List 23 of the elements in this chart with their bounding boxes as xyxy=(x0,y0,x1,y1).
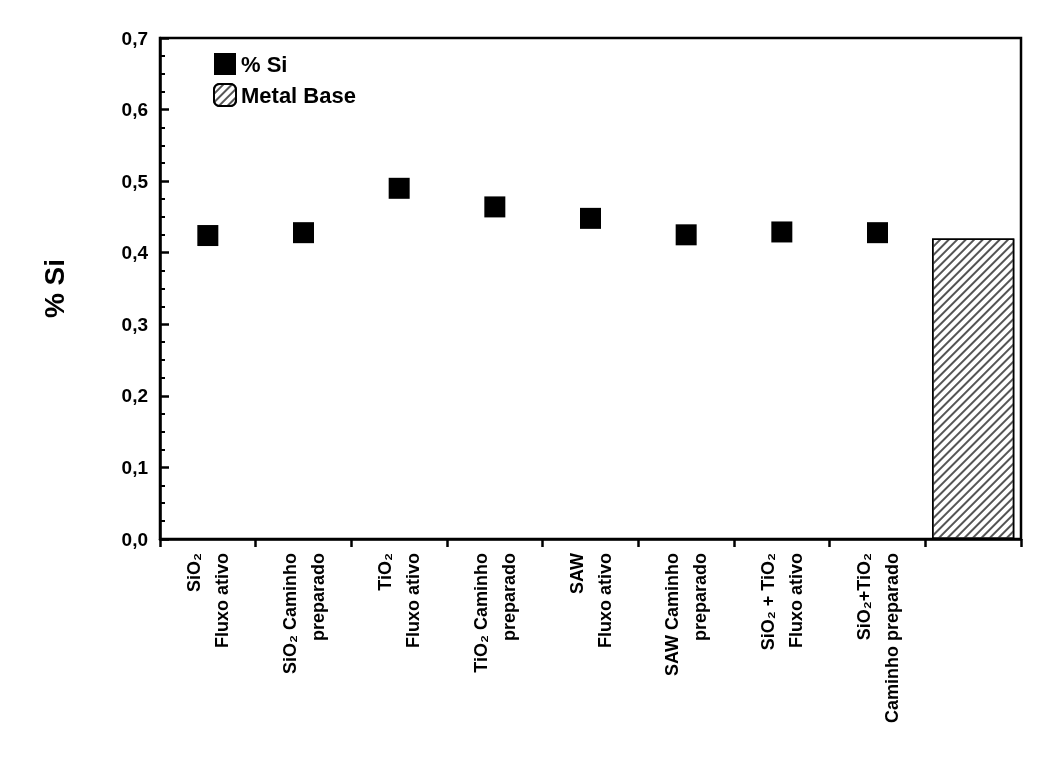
y-tick-label: 0,7 xyxy=(121,27,148,49)
point xyxy=(197,225,219,247)
legend-label: % Si xyxy=(241,51,288,77)
point xyxy=(388,177,410,199)
y-axis-title: % Si xyxy=(38,258,70,319)
y-tick-label: 0,6 xyxy=(121,99,148,121)
y-tick-label: 0,0 xyxy=(121,528,148,550)
y-tick-label: 0,2 xyxy=(121,385,148,407)
legend-label: Metal Base xyxy=(241,82,356,108)
point xyxy=(771,221,793,243)
y-tick-label: 0,4 xyxy=(121,242,149,264)
point xyxy=(580,207,601,229)
point xyxy=(867,222,888,244)
y-tick-label: 0,3 xyxy=(121,313,148,335)
point xyxy=(675,224,697,246)
x-tick-label: TiO₂ Caminho preparado xyxy=(470,553,519,673)
x-tick-label: SiO₂ Caminho preparado xyxy=(279,553,328,675)
x-tick-label: SiO₂ Fluxo ativo xyxy=(183,553,232,649)
y-tick-label: 0,5 xyxy=(121,170,149,192)
point xyxy=(293,222,314,244)
point xyxy=(484,196,506,218)
y-tick-label: 0,1 xyxy=(121,456,149,478)
x-tick-label: SAW Caminho preparado xyxy=(662,553,711,677)
